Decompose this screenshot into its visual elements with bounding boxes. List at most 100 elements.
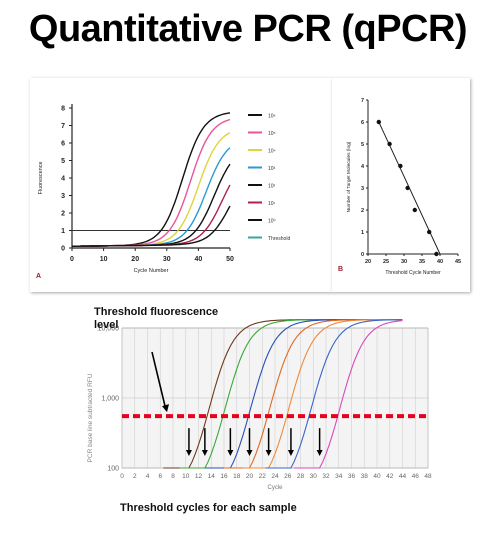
- y-tick-label: 0: [361, 252, 364, 258]
- x-tick-label: 40: [373, 473, 381, 480]
- cycle-arrowhead: [287, 450, 294, 456]
- y-tick-label: 3: [61, 193, 65, 200]
- x-tick-label: 20: [246, 473, 254, 480]
- x-tick-label: 12: [195, 473, 203, 480]
- x-tick-label: 0: [70, 256, 74, 263]
- x-tick-label: 16: [220, 473, 228, 480]
- panel-letter: A: [36, 273, 41, 280]
- x-tick-label: 4: [146, 473, 150, 480]
- data-point: [376, 119, 381, 125]
- x-axis-title: Threshold Cycle Number: [385, 270, 441, 276]
- slide-title: Quantitative PCR (qPCR): [28, 8, 468, 50]
- x-tick-label: 14: [208, 473, 216, 480]
- cycle-arrowhead: [185, 450, 192, 456]
- legend-label: 10²: [268, 184, 276, 190]
- threshold-pointer-arrowhead: [162, 404, 169, 413]
- amplification-curve: [72, 112, 231, 247]
- x-tick-label: 28: [297, 473, 305, 480]
- panel-letter: B: [338, 266, 343, 273]
- x-tick-label: 34: [335, 473, 343, 480]
- y-axis-title: Number of Target Molecules (log): [346, 141, 352, 212]
- cycle-arrowhead: [265, 450, 272, 456]
- y-tick-label: 10,000: [98, 326, 120, 333]
- x-tick-label: 10: [100, 256, 108, 263]
- legend-label: 10⁶: [268, 114, 276, 120]
- y-tick-label: 5: [61, 158, 65, 165]
- data-point: [405, 185, 410, 191]
- y-tick-label: 8: [61, 106, 65, 113]
- y-axis-title: PCR base line subtracted RFU: [87, 373, 94, 462]
- threshold-cycles-label: Threshold cycles for each sample: [120, 502, 297, 514]
- y-tick-label: 2: [61, 211, 65, 218]
- x-tick-label: 35: [419, 259, 425, 265]
- x-tick-label: 30: [310, 473, 318, 480]
- x-tick-label: 45: [455, 259, 461, 265]
- x-tick-label: 25: [383, 259, 389, 265]
- x-tick-label: 46: [412, 473, 420, 480]
- amplification-curve: [72, 205, 231, 247]
- x-tick-label: 40: [437, 259, 443, 265]
- x-tick-label: 20: [131, 256, 139, 263]
- cycle-arrowhead: [201, 450, 208, 456]
- rfu-curve: [265, 319, 403, 469]
- data-point: [427, 229, 432, 235]
- x-tick-label: 32: [322, 473, 330, 480]
- x-tick-label: 20: [365, 259, 371, 265]
- y-tick-label: 7: [61, 123, 65, 130]
- y-tick-label: 2: [361, 208, 364, 214]
- x-tick-label: 36: [348, 473, 356, 480]
- y-tick-label: 100: [107, 466, 119, 473]
- y-tick-label: 6: [61, 141, 65, 148]
- legend-label: 10⁴: [268, 149, 276, 155]
- data-point: [434, 251, 439, 257]
- y-tick-label: 0: [61, 246, 65, 253]
- y-tick-label: 5: [361, 142, 364, 148]
- x-tick-label: 22: [259, 473, 267, 480]
- x-axis-title: Cycle Number: [134, 268, 169, 274]
- x-tick-label: 6: [158, 473, 162, 480]
- cycle-arrowhead: [246, 450, 253, 456]
- y-tick-label: 1: [361, 230, 364, 236]
- x-tick-label: 40: [195, 256, 203, 263]
- y-tick-label: 7: [361, 98, 364, 104]
- x-tick-label: 10: [182, 473, 190, 480]
- x-axis-title: Cycle: [267, 485, 283, 491]
- x-tick-label: 30: [401, 259, 407, 265]
- x-tick-label: 8: [171, 473, 175, 480]
- threshold-pointer-arrow: [151, 351, 167, 411]
- x-tick-label: 48: [424, 473, 432, 480]
- x-tick-label: 0: [120, 473, 124, 480]
- standard-curve-panel: 20 25 30 35 40 45 0 1 2 3 4 5 6 7 Threshold Cycle Numb…: [332, 78, 470, 292]
- rfu-plot-panel: 0 2 4 6 8 10 12 14 16 18 20 22 24 26 28 30 32 34 36 38 40 42 4…: [84, 296, 436, 524]
- x-tick-label: 2: [133, 473, 137, 480]
- y-tick-label: 1,000: [101, 396, 119, 403]
- y-axis-title: Fluorescence: [38, 161, 44, 194]
- legend-label: 10¹: [268, 201, 276, 207]
- x-tick-label: 26: [284, 473, 292, 480]
- amplification-curve: [72, 147, 231, 247]
- x-tick-label: 38: [361, 473, 369, 480]
- legend-label: 10³: [268, 166, 276, 172]
- x-tick-label: 24: [271, 473, 279, 480]
- x-tick-label: 44: [399, 473, 407, 480]
- y-tick-label: 4: [61, 176, 65, 183]
- threshold-fluorescence-label: Threshold fluorescence level: [94, 306, 219, 331]
- legend-label: Threshold: [268, 236, 290, 242]
- data-point: [387, 141, 392, 147]
- amplification-curve: [72, 118, 231, 247]
- rfu-plot: 0 2 4 6 8 10 12 14 16 18 20 22 24 26 28 30 32 34 36 38 40 42 4…: [87, 319, 432, 491]
- x-tick-label: 30: [163, 256, 171, 263]
- y-tick-label: 1: [61, 228, 65, 235]
- x-tick-label: 42: [386, 473, 394, 480]
- data-point: [412, 207, 417, 213]
- cycle-arrowhead: [316, 450, 323, 456]
- rfu-curve: [294, 320, 403, 469]
- x-tick-label: 18: [233, 473, 241, 480]
- legend-label: 10⁵: [268, 131, 276, 137]
- data-point: [398, 163, 403, 169]
- amplification-plot-panel: 0 10 20 30 40 50 0 1 2 3 4 5 6 7 8 Cycle Number Fluoresc…: [30, 78, 332, 292]
- y-tick-label: 6: [361, 120, 364, 126]
- rfu-curve: [243, 319, 403, 469]
- cycle-arrowhead: [227, 450, 234, 456]
